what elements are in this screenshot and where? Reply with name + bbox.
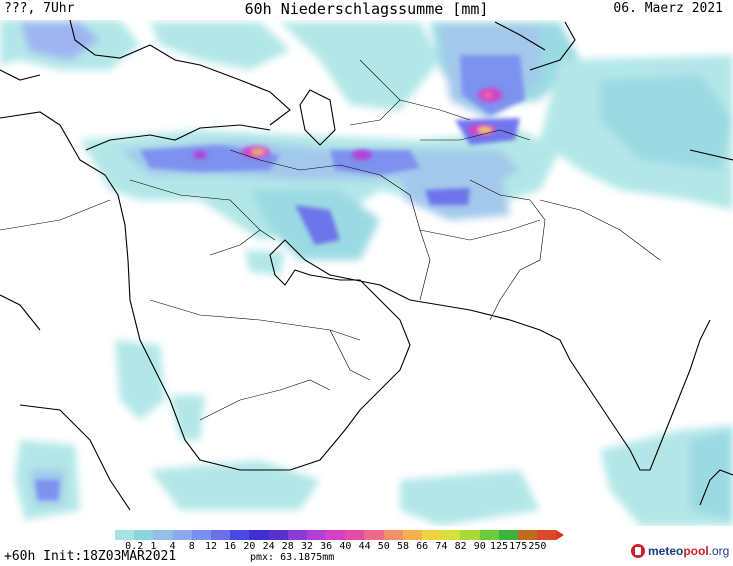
colorbar-tick: 4 [169, 541, 176, 552]
colorbar-tick: 0.2 [125, 541, 144, 552]
colorbar-segment [172, 530, 192, 540]
colorbar-tick: 40 [339, 541, 352, 552]
colorbar-segment [479, 530, 499, 540]
colorbar-tick: 250 [528, 541, 547, 552]
colorbar-tick: 32 [300, 541, 314, 552]
colorbar-segment [306, 530, 327, 540]
colorbar-segment [134, 530, 154, 540]
colorbar-segment [460, 530, 480, 540]
colorbar-segment [364, 530, 384, 540]
colorbar-segment [517, 530, 538, 540]
map-title: 60h Niederschlagssumme [mm] [244, 0, 489, 18]
valid-time-label: ???, 7Uhr [4, 1, 75, 16]
colorbar-segment [287, 530, 307, 540]
colorbar-segment [326, 530, 346, 540]
country-borders [0, 59, 661, 421]
logo-icon [631, 544, 645, 558]
precip-light-areas [0, 20, 733, 526]
colorbar-tick-labels: 0.2 1 4 8 12 16 20 24 28 32 36 40 44 50 58 66 74 82 90 125 1… [115, 541, 635, 553]
colorbar-tick: 28 [281, 541, 294, 552]
colorbar-segment [537, 530, 557, 540]
colorbar-tick: 20 [243, 541, 256, 552]
colorbar-tick: 66 [416, 541, 429, 552]
colorbar-tick: 16 [224, 541, 237, 552]
precip-colorbar [115, 530, 565, 540]
colorbar-tick: 44 [358, 541, 371, 552]
coastlines [0, 20, 733, 511]
colorbar-segment [210, 530, 231, 540]
colorbar-tick: 58 [396, 541, 410, 552]
colorbar-segment [268, 530, 288, 540]
colorbar-tick: 175 [509, 541, 528, 552]
valid-date-label: 06. Maerz 2021 [613, 1, 723, 16]
colorbar-tick: 74 [435, 541, 448, 552]
colorbar-segment [498, 530, 518, 540]
colorbar-tick: 1 [150, 541, 157, 552]
colorbar-tick: 12 [204, 541, 218, 552]
colorbar-segment [422, 530, 442, 540]
map-canvas [0, 20, 733, 526]
colorbar-tick: 90 [473, 541, 486, 552]
colorbar-segment [383, 530, 403, 540]
colorbar-overflow-arrow [556, 530, 565, 540]
colorbar-segment [249, 530, 269, 540]
colorbar-segment [441, 530, 461, 540]
logo-pool: pool [683, 544, 709, 558]
colorbar-tick: 50 [377, 541, 390, 552]
forecast-init-label: +60h Init:18Z03MAR2021 [4, 549, 177, 564]
colorbar-tick: 24 [262, 541, 275, 552]
precip-moderate-areas [35, 55, 525, 500]
colorbar-tick: 82 [454, 541, 467, 552]
colorbar-segment [345, 530, 365, 540]
colorbar-segment [115, 530, 135, 540]
footer-bar: 0.2 1 4 8 12 16 20 24 28 32 36 40 44 50 58 66 74 82 90 125 1… [0, 526, 733, 566]
colorbar-segment [191, 530, 211, 540]
header-bar: ???, 7Uhr 60h Niederschlagssumme [mm] 06… [0, 0, 733, 20]
colorbar-segment [230, 530, 250, 540]
colorbar-tick: 36 [320, 541, 333, 552]
precipitation-map [0, 20, 733, 526]
colorbar-tick: 8 [188, 541, 195, 552]
colorbar-segment [153, 530, 173, 540]
colorbar-tick: 125 [489, 541, 509, 552]
pmx-label: pmx: 63.1875mm [250, 552, 335, 563]
colorbar-segment [402, 530, 422, 540]
logo-org: .org [708, 544, 730, 558]
logo-meteo: meteo [648, 544, 684, 558]
meteopool-logo[interactable]: meteo pool .org [631, 544, 729, 558]
